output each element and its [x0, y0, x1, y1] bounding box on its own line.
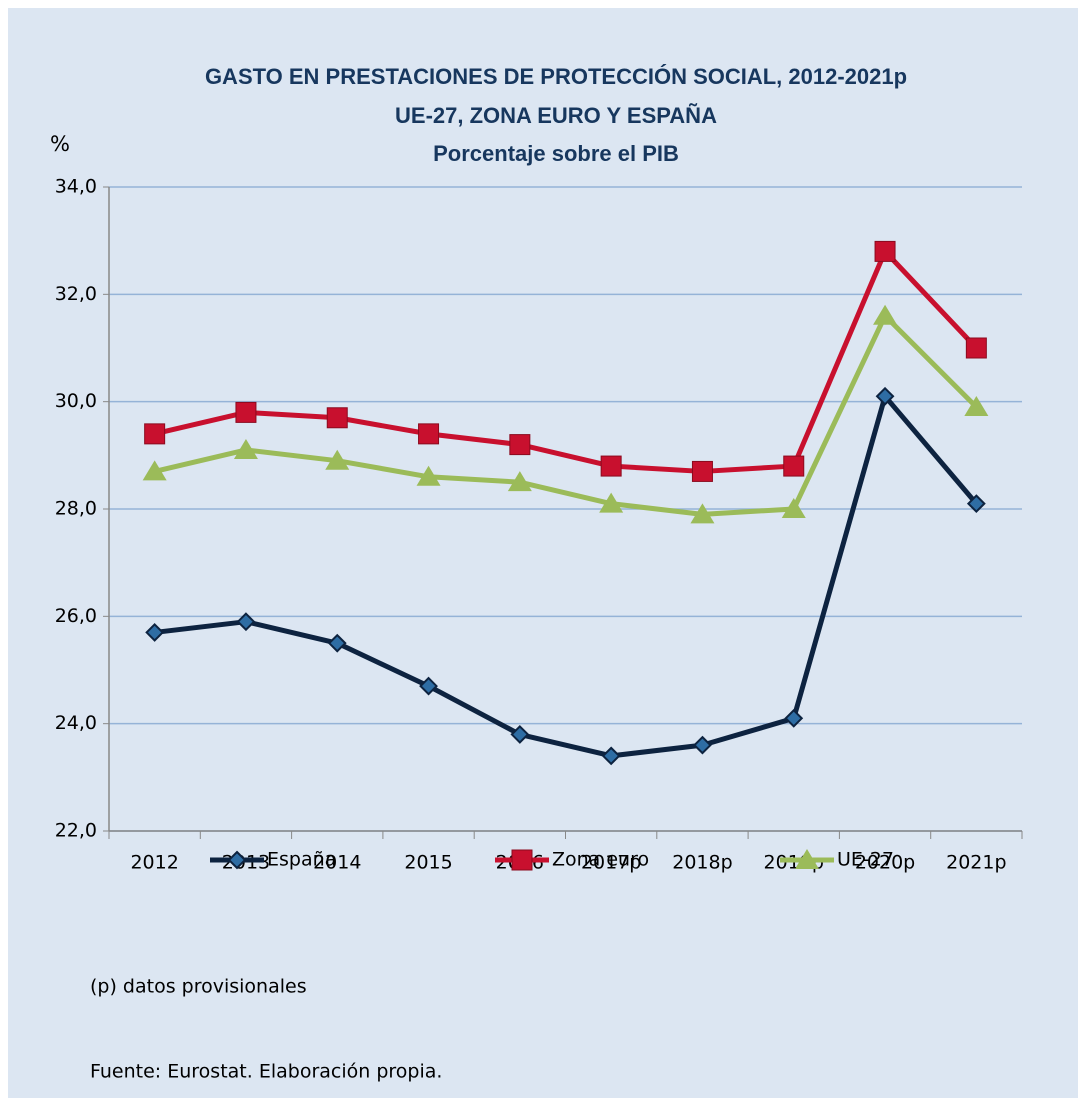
y-tick-label: 30,0 — [55, 390, 97, 412]
marker — [235, 401, 257, 423]
marker — [511, 849, 533, 871]
x-tick-label: 2021p — [946, 852, 1006, 874]
background — [8, 8, 1078, 1098]
marker — [227, 850, 247, 870]
marker — [783, 455, 805, 477]
marker — [690, 503, 715, 524]
y-tick-label: 32,0 — [55, 283, 97, 305]
x-tick-label: 2014 — [313, 852, 361, 874]
marker — [600, 455, 622, 477]
note: Fuente: Eurostat. Elaboración propia. — [90, 1061, 442, 1083]
marker — [419, 676, 438, 696]
marker — [873, 304, 898, 325]
marker — [966, 494, 986, 514]
series-line — [154, 313, 979, 517]
series-line — [154, 248, 979, 474]
series-line — [154, 393, 979, 759]
marker — [418, 423, 440, 445]
chart-title: GASTO EN PRESTACIONES DE PROTECCIÓN SOCI… — [205, 64, 907, 89]
marker — [691, 460, 713, 482]
y-tick-label: 24,0 — [55, 712, 97, 734]
marker — [509, 434, 531, 456]
marker — [327, 633, 347, 653]
chart-title: Porcentaje sobre el PIB — [433, 141, 679, 166]
x-tick-label: 2015 — [404, 852, 452, 874]
marker — [145, 623, 165, 642]
marker — [233, 438, 258, 459]
x-tick-label: 2017p — [581, 852, 641, 874]
y-axis-label: % — [50, 132, 70, 156]
x-tick-label: 2020p — [855, 852, 915, 874]
marker — [795, 849, 819, 869]
legend-label: España — [267, 849, 336, 871]
marker — [144, 423, 166, 445]
marker — [964, 396, 989, 417]
marker — [510, 724, 530, 744]
legend-label: UE-27 — [837, 849, 894, 871]
marker — [142, 460, 167, 481]
y-tick-label: 26,0 — [55, 605, 97, 627]
marker — [325, 449, 350, 470]
marker — [236, 612, 256, 632]
note: (p) datos provisionales — [90, 976, 307, 998]
marker — [874, 240, 896, 262]
marker — [601, 746, 621, 766]
chart-title: UE-27, ZONA EURO Y ESPAÑA — [395, 103, 717, 128]
marker — [875, 386, 895, 406]
marker — [693, 735, 712, 755]
legend-label: Zona euro — [552, 849, 649, 871]
marker — [326, 407, 348, 429]
marker — [599, 492, 624, 513]
marker — [507, 471, 532, 492]
marker — [784, 708, 804, 728]
x-tick-label: 2012 — [130, 852, 178, 874]
y-tick-label: 28,0 — [55, 498, 97, 520]
marker — [965, 337, 987, 359]
y-tick-label: 22,0 — [55, 820, 97, 842]
marker — [416, 465, 441, 486]
marker — [781, 498, 806, 518]
x-tick-label: 2018p — [672, 852, 732, 874]
y-tick-label: 34,0 — [55, 176, 97, 198]
